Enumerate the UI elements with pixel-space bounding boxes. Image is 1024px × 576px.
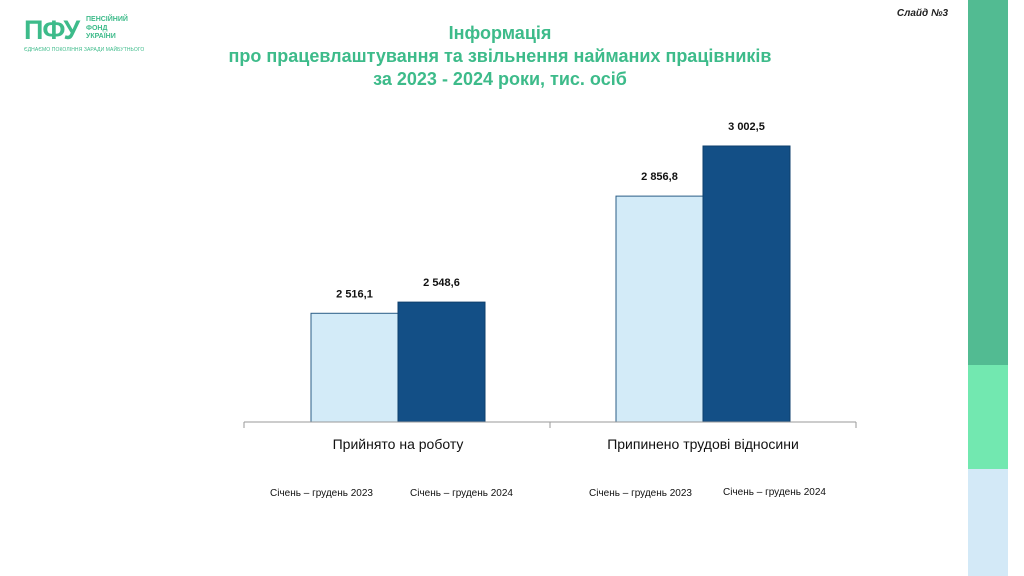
- logo-text: ПЕНСІЙНИЙ ФОНД УКРАЇНИ: [86, 16, 128, 42]
- title-line-1: Інформація: [448, 23, 552, 43]
- title-line-3: за 2023 - 2024 роки, тис. осіб: [373, 69, 627, 89]
- data-label-2-1: 2 548,6: [423, 277, 460, 289]
- data-label-1-1: 2 516,1: [336, 288, 373, 300]
- data-label-1-2: 2 856,8: [641, 171, 678, 183]
- bar-1-2: [615, 195, 704, 423]
- side-bar-top: [968, 0, 1008, 365]
- logo-text-line-2: ФОНД: [86, 24, 108, 32]
- logo-tagline: ЄДНАЄМО ПОКОЛІННЯ ЗАРАДИ МАЙБУТНЬОГО: [24, 47, 145, 53]
- side-bar-middle: [968, 365, 1008, 469]
- logo-mark: ПФУ: [24, 15, 80, 45]
- pfu-logo: ПФУ ПЕНСІЙНИЙ ФОНД УКРАЇНИ ЄДНАЄМО ПОКОЛ…: [24, 14, 144, 56]
- category-label-1: Прийнято на роботу: [333, 436, 464, 452]
- slide-title: Інформація про працевлаштування та звіль…: [200, 22, 800, 91]
- bar-2-2: [702, 145, 791, 423]
- bar-1-1: [310, 312, 399, 423]
- side-bar-bottom: [968, 469, 1008, 576]
- legend-label-1-2: Січень – грудень 2024: [410, 488, 513, 499]
- logo-text-line-3: УКРАЇНИ: [86, 33, 116, 40]
- legend-label-1-1: Січень – грудень 2023: [270, 488, 373, 499]
- slide-number: Слайд №3: [896, 8, 948, 19]
- data-label-2-2: 3 002,5: [728, 121, 765, 133]
- legend-label-2-2: Січень – грудень 2024: [723, 487, 826, 498]
- logo-text-line-1: ПЕНСІЙНИЙ: [86, 16, 128, 23]
- bar-2-1: [397, 301, 486, 423]
- title-line-2: про працевлаштування та звільнення найма…: [228, 46, 772, 66]
- legend-label-2-1: Січень – грудень 2023: [589, 488, 692, 499]
- side-edge: [1008, 0, 1024, 576]
- category-label-2: Припинено трудові відносини: [607, 436, 799, 452]
